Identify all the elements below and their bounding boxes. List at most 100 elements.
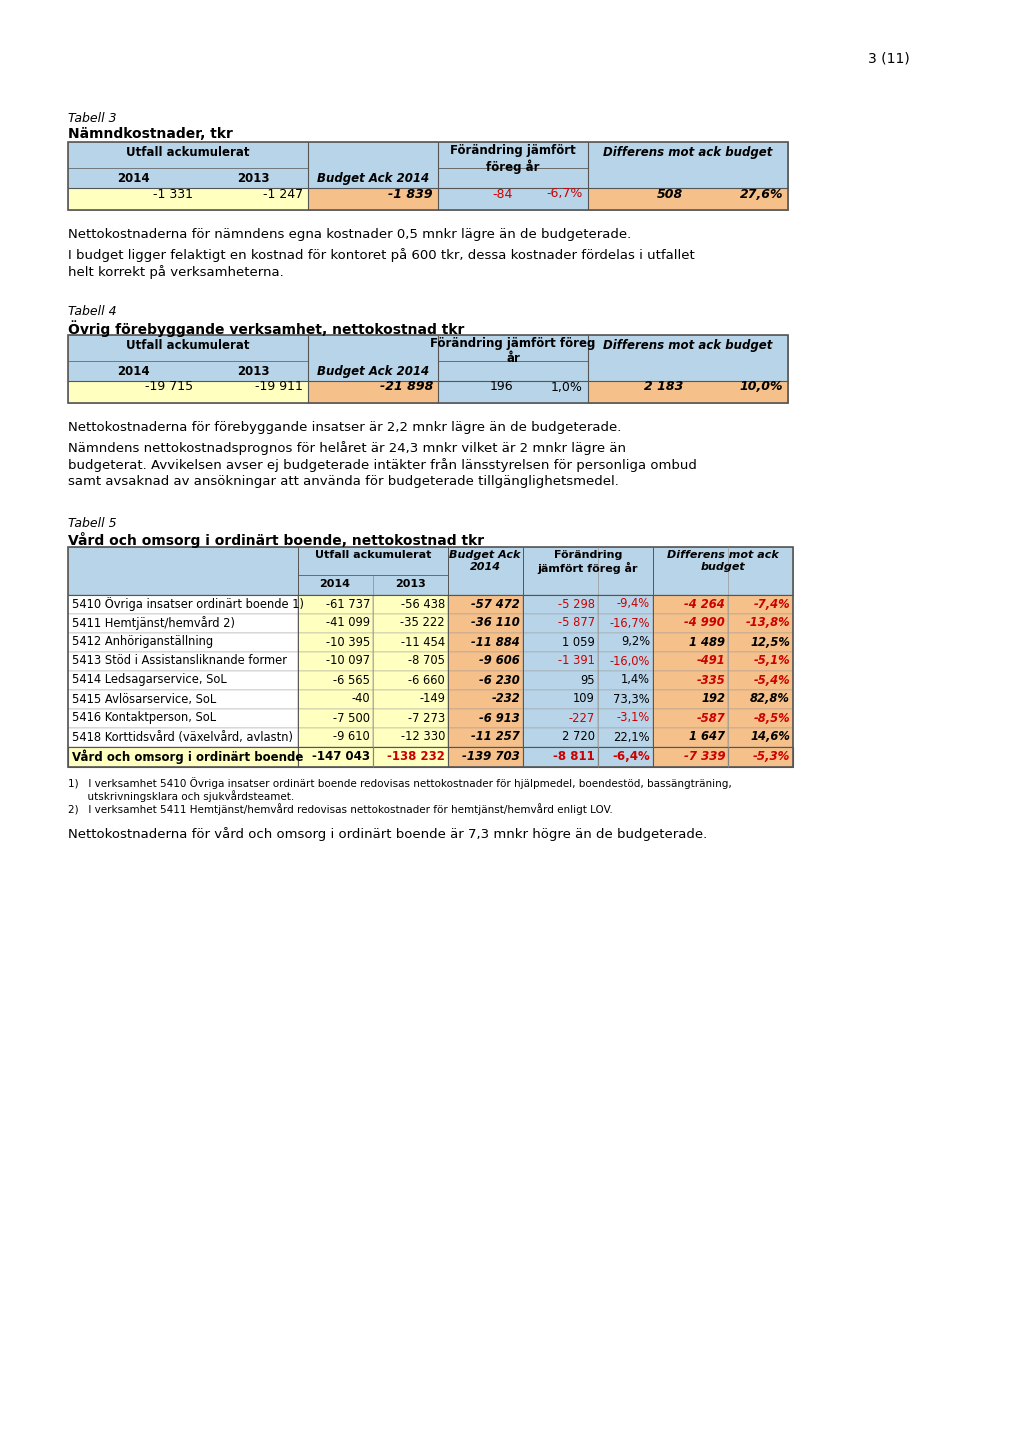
Text: -139 703: -139 703 [462,750,520,763]
Text: -4 990: -4 990 [684,617,725,630]
Bar [298,747,373,767]
Bar [68,334,308,381]
Text: -1 247: -1 247 [263,187,303,200]
Bar [68,691,298,710]
Text: -61 737: -61 737 [326,598,370,611]
Text: 5418 Korttidsvård (växelvård, avlastn): 5418 Korttidsvård (växelvård, avlastn) [72,730,293,743]
Bar [449,691,523,710]
Text: 2014: 2014 [117,172,150,185]
Bar [373,670,449,691]
Text: -9 606: -9 606 [479,654,520,668]
Bar [298,633,373,652]
Bar [598,614,653,633]
Bar [298,614,373,633]
Text: -1 331: -1 331 [153,187,193,200]
Bar [373,652,449,670]
Text: Differens mot ack budget: Differens mot ack budget [603,146,773,159]
Text: -5 877: -5 877 [558,617,595,630]
Text: Utfall ackumulerat: Utfall ackumulerat [126,339,250,352]
Text: Nettokostnaderna för vård och omsorg i ordinärt boende är 7,3 mnkr högre än de b: Nettokostnaderna för vård och omsorg i o… [68,827,708,841]
Bar [523,547,653,595]
Text: 196: 196 [489,381,513,394]
Text: 3 (11): 3 (11) [868,52,909,67]
Bar [308,142,438,188]
Text: -40: -40 [351,692,370,705]
Text: -5,1%: -5,1% [754,654,790,668]
Text: -4 264: -4 264 [684,598,725,611]
Text: 2013: 2013 [394,579,425,589]
Bar [728,747,793,767]
Text: -5,3%: -5,3% [753,750,790,763]
Text: 5410 Övriga insatser ordinärt boende 1): 5410 Övriga insatser ordinärt boende 1) [72,597,304,611]
Bar [588,334,788,381]
Text: -19 715: -19 715 [144,381,193,394]
Text: 1 059: 1 059 [562,636,595,649]
Bar [308,334,438,381]
Bar [653,670,728,691]
Text: -7 339: -7 339 [683,750,725,763]
Text: Tabell 4: Tabell 4 [68,306,117,319]
Bar [523,670,598,691]
Bar [68,728,298,747]
Text: Differens mot ack budget: Differens mot ack budget [603,339,773,352]
Text: 2 720: 2 720 [562,730,595,743]
Bar [653,595,728,614]
Text: 2013: 2013 [237,365,269,378]
Text: helt korrekt på verksamheterna.: helt korrekt på verksamheterna. [68,265,284,279]
Text: -9,4%: -9,4% [616,598,650,611]
Bar [373,710,449,728]
Text: -35 222: -35 222 [400,617,445,630]
Text: 192: 192 [701,692,725,705]
Bar [373,633,449,652]
Text: Budget Ack
2014: Budget Ack 2014 [450,550,520,572]
Text: Nettokostnaderna för nämndens egna kostnader 0,5 mnkr lägre än de budgeterade.: Nettokostnaderna för nämndens egna kostn… [68,227,631,240]
Text: Vård och omsorg i ordinärt boende: Vård och omsorg i ordinärt boende [72,750,303,765]
Bar [68,334,788,403]
Bar [653,547,793,595]
Bar [728,633,793,652]
Bar [653,710,728,728]
Text: -84: -84 [493,187,513,200]
Bar [438,142,588,168]
Bar [68,547,793,767]
Text: Förändring jämfört föreg
år: Förändring jämfört föreg år [430,337,596,365]
Text: -6 565: -6 565 [333,673,370,686]
Text: 5415 Avlösarservice, SoL: 5415 Avlösarservice, SoL [72,692,216,705]
Text: 1 489: 1 489 [689,636,725,649]
Bar [298,670,373,691]
Text: 2 183: 2 183 [644,381,683,394]
Text: -16,7%: -16,7% [609,617,650,630]
Text: -19 911: -19 911 [255,381,303,394]
Bar [653,691,728,710]
Text: -6 230: -6 230 [479,673,520,686]
Bar [68,595,298,614]
Bar [598,691,653,710]
Bar [68,747,298,767]
Bar [653,633,728,652]
Bar [449,633,523,652]
Bar [523,614,598,633]
Text: 5413 Stöd i Assistansliknande former: 5413 Stöd i Assistansliknande former [72,654,287,668]
Bar [588,381,788,403]
Text: -7 500: -7 500 [333,711,370,724]
Text: Förändring
jämfört föreg år: Förändring jämfört föreg år [538,550,638,573]
Bar [68,652,298,670]
Text: 82,8%: 82,8% [751,692,790,705]
Bar [449,728,523,747]
Text: -335: -335 [696,673,725,686]
Bar [373,691,449,710]
Bar [298,710,373,728]
Text: 73,3%: 73,3% [613,692,650,705]
Text: -56 438: -56 438 [400,598,445,611]
Bar [728,728,793,747]
Bar [598,652,653,670]
Text: 14,6%: 14,6% [751,730,790,743]
Text: Budget Ack 2014: Budget Ack 2014 [317,172,429,185]
Text: Budget Ack 2014: Budget Ack 2014 [317,365,429,378]
Bar [308,381,438,403]
Text: 1,4%: 1,4% [621,673,650,686]
Bar [523,728,598,747]
Bar [598,670,653,691]
Text: -5,4%: -5,4% [754,673,790,686]
Text: 10,0%: 10,0% [739,381,783,394]
